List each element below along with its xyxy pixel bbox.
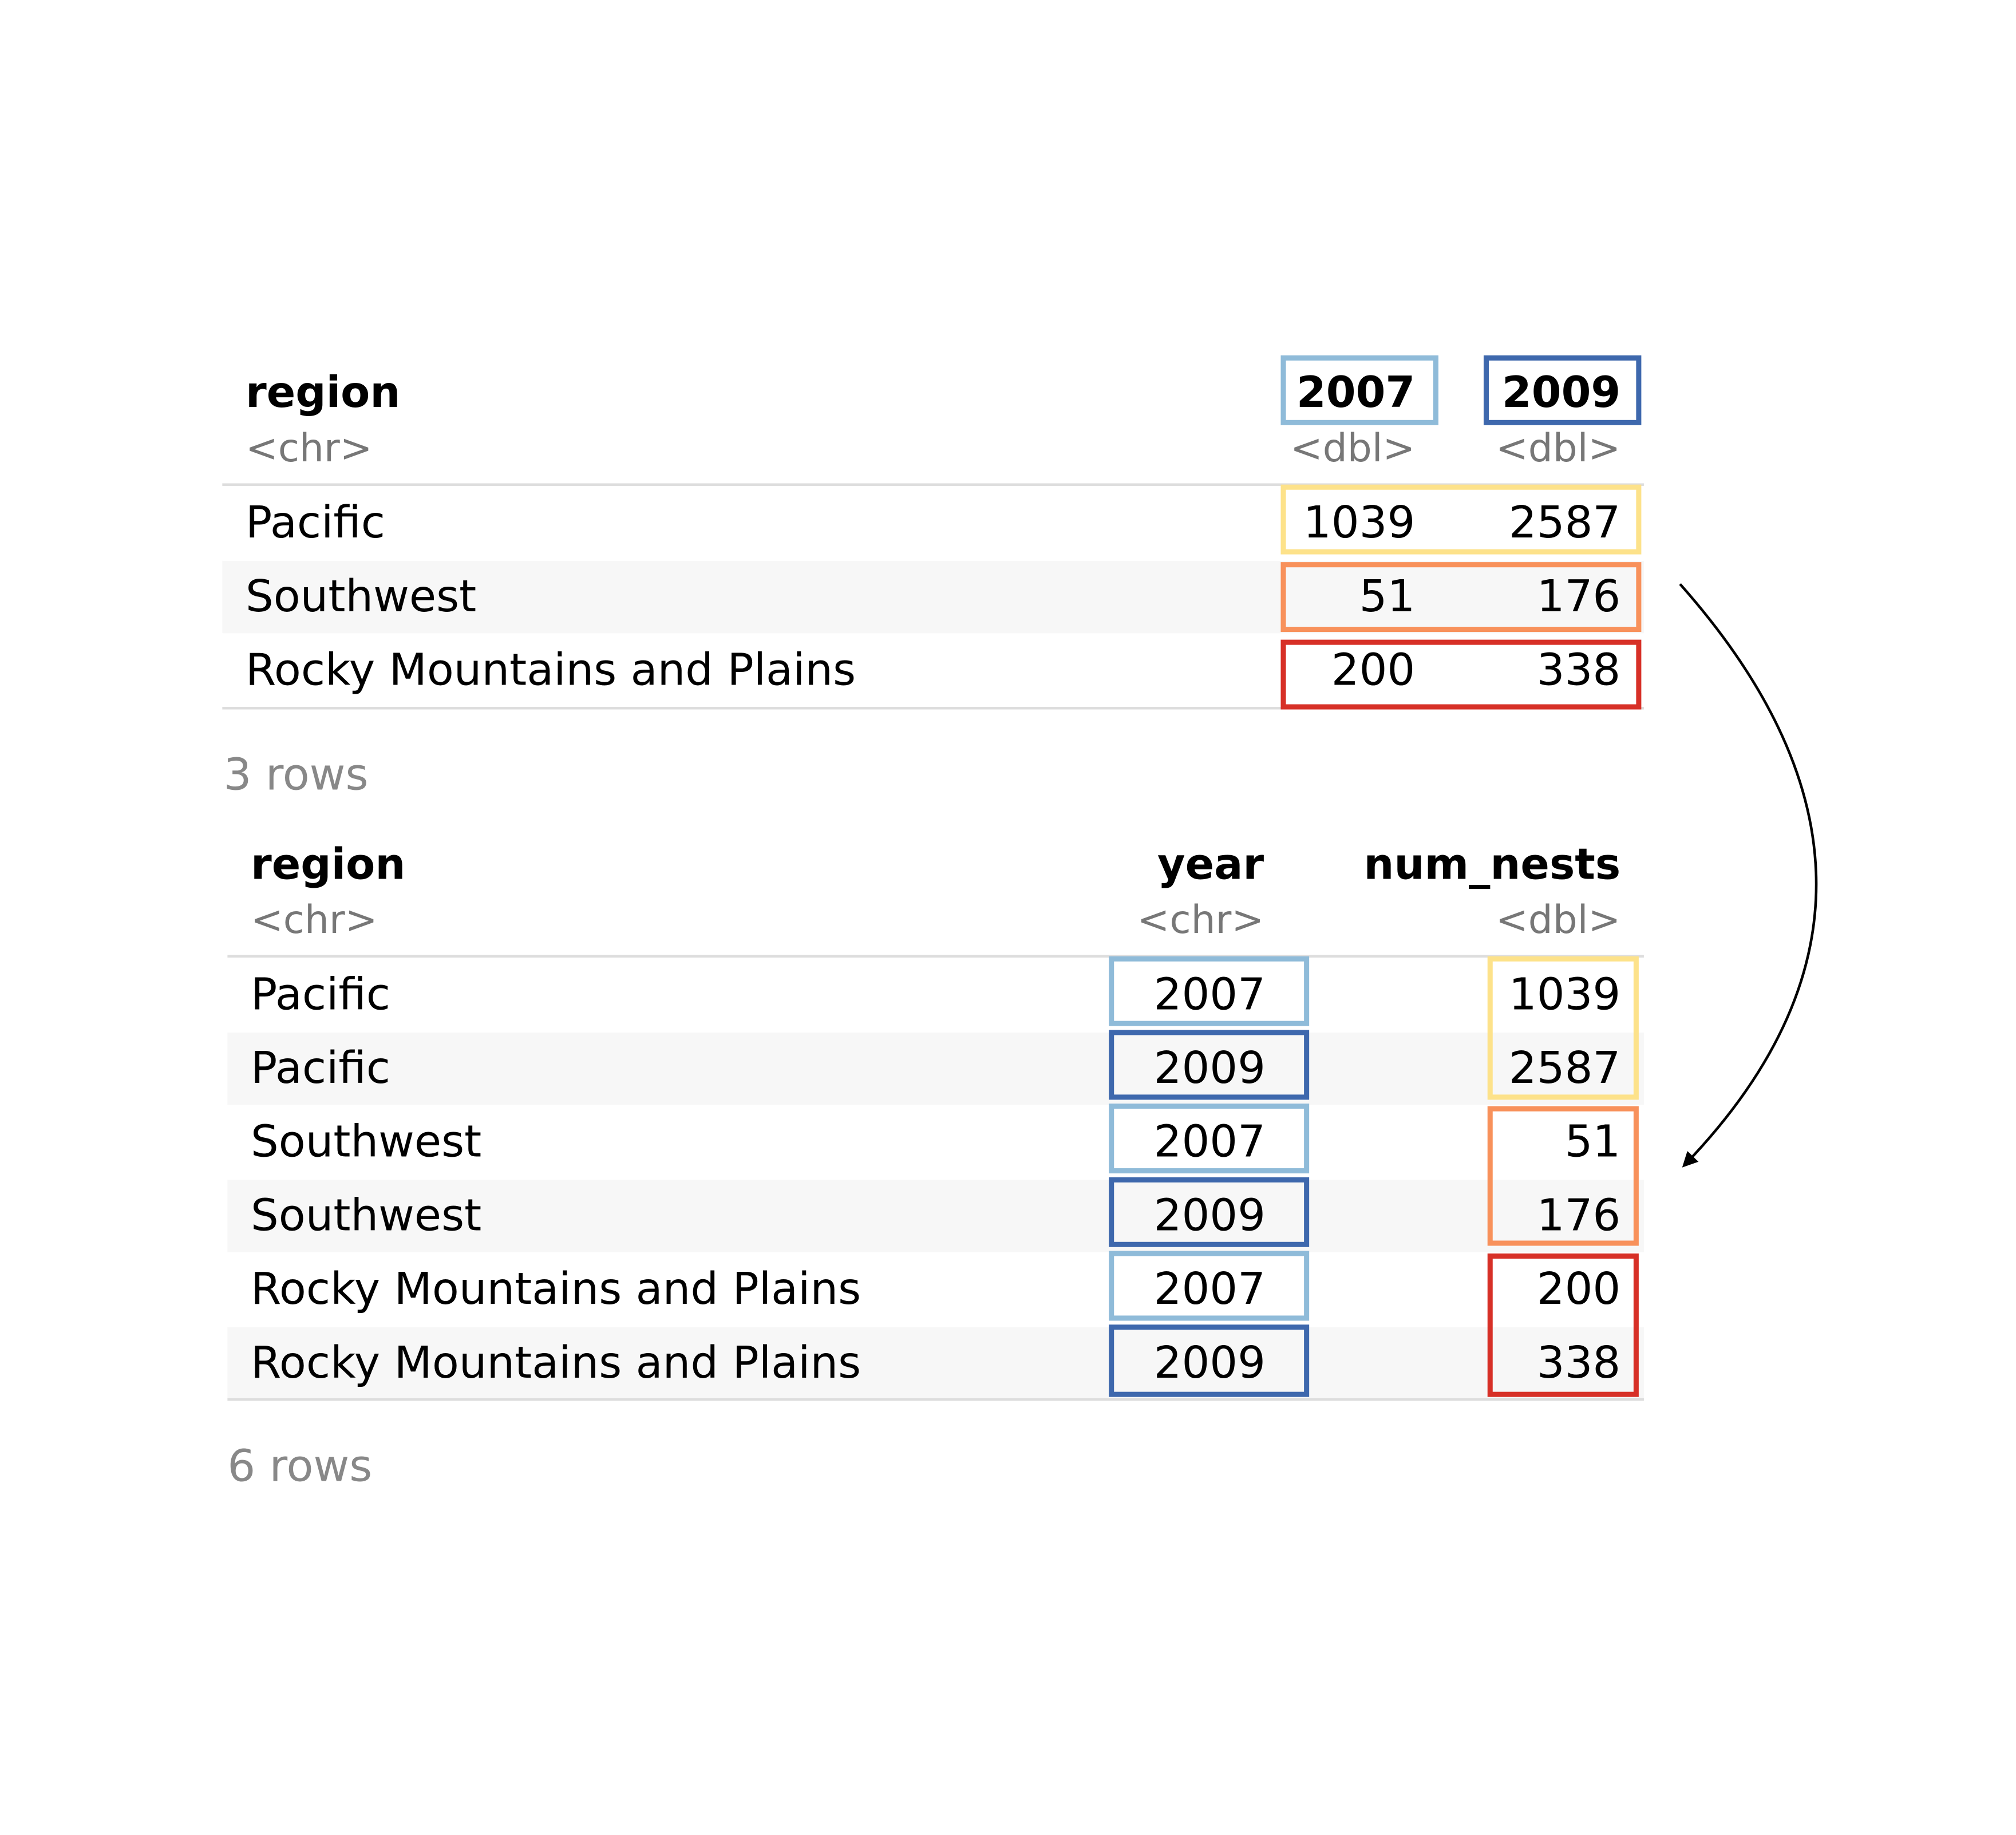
wide-cell-2009: 2587 <box>1508 497 1621 549</box>
long-row-stripe <box>227 1032 1644 1105</box>
long-row-count: 6 rows <box>227 1441 373 1493</box>
long-cell-region: Southwest <box>251 1190 482 1242</box>
wide-header-2007: 2007 <box>1296 367 1416 418</box>
wide-cell-region: Rocky Mountains and Plains <box>245 644 856 697</box>
highlight-box-year-2007 <box>1109 956 1310 1026</box>
wide-row-stripe <box>222 560 1644 634</box>
wide-cell-region: Pacific <box>245 497 385 549</box>
highlight-box-year-2007 <box>1109 1251 1310 1321</box>
long-cell-num-nests: 1039 <box>1508 969 1621 1021</box>
long-header-num-nests: num_nests <box>1363 839 1621 889</box>
highlight-box-pacific-values <box>1487 956 1639 1100</box>
wide-type-2009: <dbl> <box>1495 426 1621 472</box>
long-cell-year: 2009 <box>1153 1043 1266 1095</box>
wide-row-count: 3 rows <box>223 749 369 801</box>
long-cell-region: Rocky Mountains and Plains <box>251 1264 861 1316</box>
long-cell-region: Rocky Mountains and Plains <box>251 1337 861 1390</box>
long-cell-region: Pacific <box>251 1043 390 1095</box>
long-type-num-nests: <dbl> <box>1495 898 1621 944</box>
highlight-box-year-2009 <box>1109 1030 1310 1100</box>
wide-type-2007: <dbl> <box>1290 426 1416 472</box>
long-cell-region: Southwest <box>251 1116 482 1169</box>
wide-header-rule <box>222 483 1644 486</box>
long-cell-num-nests: 200 <box>1536 1264 1621 1316</box>
long-type-region: <chr> <box>251 898 378 944</box>
long-cell-year: 2007 <box>1153 969 1266 1021</box>
wide-header-region: region <box>245 367 401 418</box>
highlight-box-southwest <box>1280 562 1642 632</box>
wide-header-2009: 2009 <box>1501 367 1621 418</box>
long-cell-year: 2007 <box>1153 1264 1266 1316</box>
long-header-year: year <box>1157 839 1264 889</box>
long-row-stripe <box>227 1327 1644 1400</box>
highlight-box-year-2009 <box>1109 1324 1310 1397</box>
wide-type-region: <chr> <box>245 426 373 472</box>
highlight-box-southwest-values <box>1487 1106 1639 1246</box>
highlight-box-2007-header <box>1280 355 1438 425</box>
long-cell-num-nests: 176 <box>1536 1190 1621 1242</box>
long-row-stripe <box>227 1180 1644 1252</box>
highlight-box-rocky <box>1280 639 1642 710</box>
highlight-box-rocky-values <box>1487 1253 1639 1397</box>
curved-arrow-icon <box>1679 583 1818 1168</box>
highlight-box-year-2007 <box>1109 1104 1310 1174</box>
long-cell-year: 2007 <box>1153 1116 1266 1169</box>
wide-cell-2007: 1039 <box>1303 497 1416 549</box>
wide-bottom-rule <box>222 707 1644 710</box>
long-type-year: <chr> <box>1137 898 1264 944</box>
long-cell-region: Pacific <box>251 969 390 1021</box>
highlight-box-2009-header <box>1483 355 1642 425</box>
wide-cell-2007: 200 <box>1331 644 1416 697</box>
wide-cell-2009: 176 <box>1536 571 1621 623</box>
long-cell-year: 2009 <box>1153 1337 1266 1390</box>
wide-cell-2007: 51 <box>1359 571 1416 623</box>
long-header-region: region <box>251 839 406 889</box>
wide-cell-2009: 338 <box>1536 644 1621 697</box>
long-header-rule <box>227 955 1644 958</box>
long-cell-num-nests: 51 <box>1564 1116 1621 1169</box>
long-cell-year: 2009 <box>1153 1190 1266 1242</box>
long-cell-num-nests: 2587 <box>1508 1043 1621 1095</box>
wide-cell-region: Southwest <box>245 571 477 623</box>
long-bottom-rule <box>227 1398 1644 1401</box>
highlight-box-pacific <box>1280 484 1642 555</box>
long-cell-num-nests: 338 <box>1536 1337 1621 1390</box>
highlight-box-year-2009 <box>1109 1177 1310 1247</box>
